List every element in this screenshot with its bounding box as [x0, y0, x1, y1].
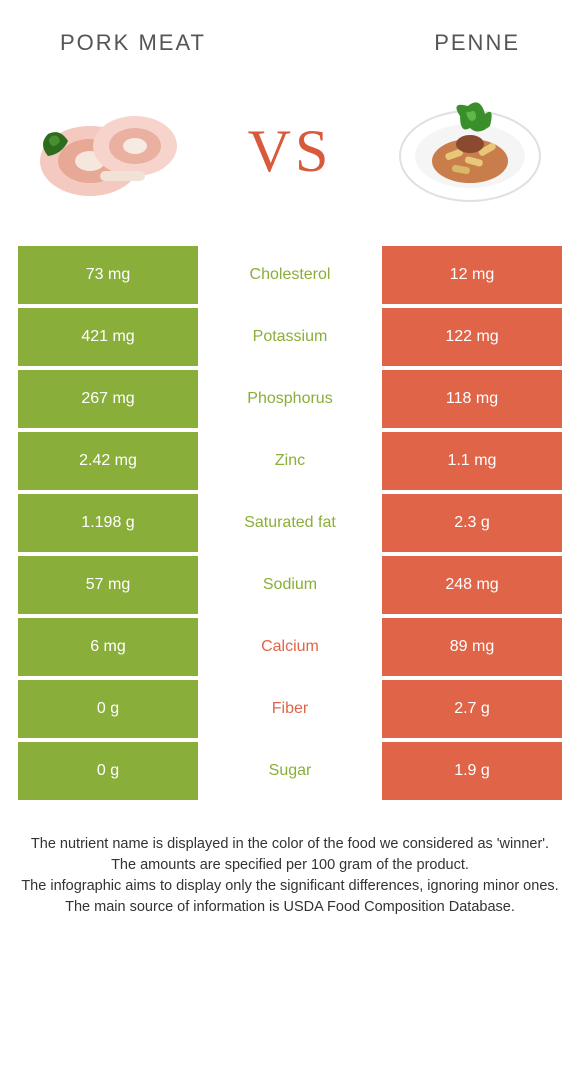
nutrient-label: Sodium	[198, 556, 382, 614]
nutrient-label: Saturated fat	[198, 494, 382, 552]
value-left: 1.198 g	[18, 494, 198, 552]
value-right: 2.7 g	[382, 680, 562, 738]
table-row: 57 mgSodium248 mg	[18, 556, 562, 614]
table-row: 6 mgCalcium89 mg	[18, 618, 562, 676]
table-row: 0 gFiber2.7 g	[18, 680, 562, 738]
value-right: 12 mg	[382, 246, 562, 304]
footer-notes: The nutrient name is displayed in the co…	[0, 804, 580, 918]
value-right: 2.3 g	[382, 494, 562, 552]
footer-line: The nutrient name is displayed in the co…	[20, 834, 560, 855]
penne-icon	[390, 86, 550, 216]
value-right: 248 mg	[382, 556, 562, 614]
nutrient-label: Zinc	[198, 432, 382, 490]
nutrient-label: Potassium	[198, 308, 382, 366]
nutrient-label: Calcium	[198, 618, 382, 676]
nutrient-label: Cholesterol	[198, 246, 382, 304]
table-row: 2.42 mgZinc1.1 mg	[18, 432, 562, 490]
footer-line: The amounts are specified per 100 gram o…	[20, 855, 560, 876]
nutrient-label: Fiber	[198, 680, 382, 738]
footer-line: The infographic aims to display only the…	[20, 876, 560, 897]
vs-label: VS	[248, 117, 333, 186]
table-row: 267 mgPhosphorus118 mg	[18, 370, 562, 428]
table-row: 73 mgCholesterol12 mg	[18, 246, 562, 304]
value-right: 89 mg	[382, 618, 562, 676]
value-right: 1.1 mg	[382, 432, 562, 490]
table-row: 0 gSugar1.9 g	[18, 742, 562, 800]
value-left: 0 g	[18, 742, 198, 800]
value-left: 6 mg	[18, 618, 198, 676]
value-left: 57 mg	[18, 556, 198, 614]
value-left: 2.42 mg	[18, 432, 198, 490]
value-right: 122 mg	[382, 308, 562, 366]
title-left: Pork meat	[60, 30, 206, 56]
value-left: 421 mg	[18, 308, 198, 366]
pork-meat-icon	[30, 86, 190, 216]
value-left: 73 mg	[18, 246, 198, 304]
value-left: 267 mg	[18, 370, 198, 428]
nutrient-label: Sugar	[198, 742, 382, 800]
value-left: 0 g	[18, 680, 198, 738]
title-right: Penne	[434, 30, 520, 56]
images-row: VS	[0, 66, 580, 246]
value-right: 118 mg	[382, 370, 562, 428]
nutrition-table: 73 mgCholesterol12 mg421 mgPotassium122 …	[0, 246, 580, 800]
header: Pork meat Penne	[0, 0, 580, 66]
value-right: 1.9 g	[382, 742, 562, 800]
table-row: 421 mgPotassium122 mg	[18, 308, 562, 366]
nutrient-label: Phosphorus	[198, 370, 382, 428]
table-row: 1.198 gSaturated fat2.3 g	[18, 494, 562, 552]
footer-line: The main source of information is USDA F…	[20, 897, 560, 918]
